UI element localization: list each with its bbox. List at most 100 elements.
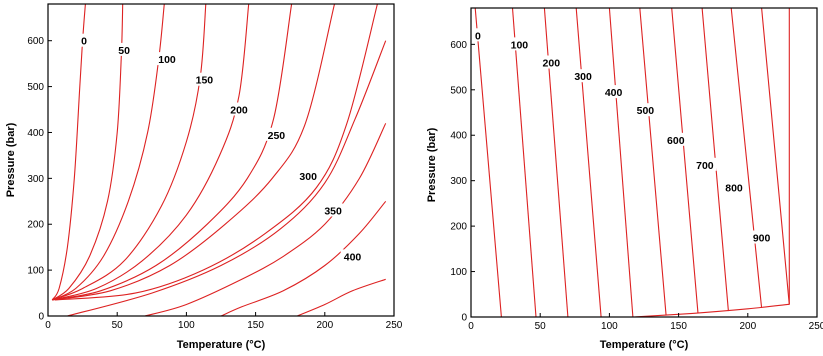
contour-line-right-300	[575, 8, 602, 317]
contour-label-left-400: 400	[344, 251, 362, 263]
contour-label-bg-right-9	[749, 230, 774, 244]
contour-line-right-800	[730, 8, 763, 308]
x-tick-label-right-50: 50	[535, 321, 547, 332]
contour-label-bg-right-3	[571, 69, 595, 83]
y-tick-label-right-300: 300	[450, 176, 467, 187]
contour-label-bg-right-2	[539, 55, 563, 69]
y-tick-label-left-0: 0	[38, 312, 44, 323]
y-axis-title-left: Pressure (bar)	[5, 122, 17, 197]
plot-frame-left	[47, 3, 395, 317]
contour-labels-left: 0 50 100 150 200 250 300 350 400	[78, 33, 365, 263]
contour-label-left-100: 100	[158, 54, 176, 66]
contour-line-left-300	[52, 4, 336, 301]
contour-line-left-100	[51, 4, 165, 301]
contour-label-bg-right-1	[507, 37, 532, 51]
contour-line-right-200	[543, 8, 569, 317]
x-axis-title-left: Temperature (°C)	[177, 339, 266, 351]
x-ticks-right: 0 50 100 150 200 250	[468, 313, 823, 332]
contour-label-right-300: 300	[574, 71, 592, 83]
y-tick-label-left-400: 400	[27, 128, 44, 139]
y-ticks-right: 0 100 200 300 400 500 600	[450, 40, 475, 324]
y-tick-label-left-500: 500	[27, 82, 44, 93]
contour-label-right-700: 700	[696, 160, 714, 172]
y-tick-label-right-100: 100	[450, 267, 467, 278]
contour-label-bg-left-5	[264, 127, 289, 141]
contour-line-right-extra-10	[634, 303, 790, 317]
contour-labels-right: 0 100 200 300 400 500 600 700 800 900	[472, 28, 774, 245]
x-tick-label-left-200: 200	[316, 320, 333, 331]
curves-right	[474, 8, 790, 317]
contour-label-bg-right-5	[633, 103, 658, 117]
contour-label-bg-right-8	[722, 180, 746, 194]
contour-line-right-600	[671, 8, 699, 314]
contour-label-bg-right-7	[693, 157, 717, 171]
y-tick-label-right-400: 400	[450, 131, 467, 142]
contour-label-bg-left-6	[296, 169, 320, 183]
x-tick-label-left-50: 50	[112, 320, 124, 331]
contour-line-right-0	[474, 8, 502, 317]
x-axis-title-right: Temperature (°C)	[600, 339, 689, 351]
contour-line-left-250	[52, 4, 293, 301]
contour-label-bg-right-0	[472, 28, 484, 42]
x-tick-label-left-150: 150	[247, 320, 264, 331]
contour-label-right-500: 500	[637, 105, 655, 117]
plot-frame-right	[470, 7, 818, 318]
contour-label-bg-left-0	[78, 33, 90, 47]
x-tick-label-right-200: 200	[739, 321, 756, 332]
contour-line-left-extra-9	[144, 123, 387, 316]
contour-label-right-800: 800	[725, 183, 743, 195]
contour-label-right-200: 200	[543, 58, 561, 70]
x-tick-label-left-250: 250	[386, 320, 403, 331]
y-axis-title-right: Pressure (bar)	[426, 127, 438, 202]
contour-label-left-200: 200	[230, 105, 248, 117]
contour-label-right-600: 600	[667, 135, 685, 147]
curves-left	[51, 4, 387, 316]
contour-label-right-400: 400	[605, 87, 623, 99]
contour-label-bg-left-4	[227, 102, 251, 116]
contour-label-left-250: 250	[268, 130, 286, 142]
contour-line-left-200	[52, 4, 250, 301]
contour-line-left-50	[51, 4, 124, 301]
contour-line-left-extra-10	[220, 200, 387, 316]
contour-label-left-50: 50	[118, 45, 130, 57]
y-tick-label-right-500: 500	[450, 85, 467, 96]
contour-label-left-300: 300	[299, 171, 317, 183]
contour-label-bg-left-2	[155, 52, 179, 66]
contour-label-bg-left-1	[115, 42, 133, 56]
contour-line-right-100	[511, 8, 537, 317]
chart-left: 0 50 100 150 200 250 300 350 400 0 50 100 150 200 250…	[5, 3, 403, 351]
y-tick-label-left-200: 200	[27, 220, 44, 231]
x-ticks-left: 0 50 100 150 200 250	[45, 312, 403, 331]
contour-label-right-900: 900	[753, 233, 771, 245]
contour-label-left-150: 150	[196, 75, 214, 87]
y-tick-label-left-100: 100	[27, 266, 44, 277]
chart-right: 0 100 200 300 400 500 600 700 800 900 0 50 100 150 20…	[426, 7, 823, 351]
contour-label-bg-left-3	[192, 72, 217, 86]
contour-label-left-350: 350	[324, 206, 342, 218]
y-tick-label-right-200: 200	[450, 222, 467, 233]
contour-label-bg-right-4	[601, 85, 626, 99]
contour-label-left-0: 0	[81, 36, 87, 48]
contour-label-right-0: 0	[475, 30, 481, 42]
x-tick-label-right-0: 0	[468, 321, 474, 332]
contour-line-right-900	[761, 8, 790, 305]
contour-label-bg-left-8	[340, 249, 365, 263]
contour-label-right-100: 100	[511, 39, 529, 51]
contour-line-left-400	[67, 40, 387, 316]
y-ticks-left: 0 100 200 300 400 500 600	[27, 36, 52, 323]
y-tick-label-left-600: 600	[27, 36, 44, 47]
x-tick-label-left-100: 100	[178, 320, 195, 331]
y-tick-label-right-600: 600	[450, 40, 467, 51]
x-tick-label-right-150: 150	[670, 321, 687, 332]
contour-label-bg-left-7	[321, 203, 345, 217]
y-tick-label-left-300: 300	[27, 174, 44, 185]
contour-line-left-extra-11	[296, 278, 386, 316]
x-tick-label-right-100: 100	[601, 321, 618, 332]
contour-line-right-500	[639, 8, 667, 316]
contour-line-left-350	[54, 4, 378, 301]
contour-line-right-400	[608, 8, 634, 317]
y-tick-label-right-0: 0	[461, 313, 467, 324]
x-tick-label-right-250: 250	[809, 321, 823, 332]
contour-label-bg-right-6	[664, 132, 688, 146]
contour-line-left-0	[51, 4, 86, 301]
